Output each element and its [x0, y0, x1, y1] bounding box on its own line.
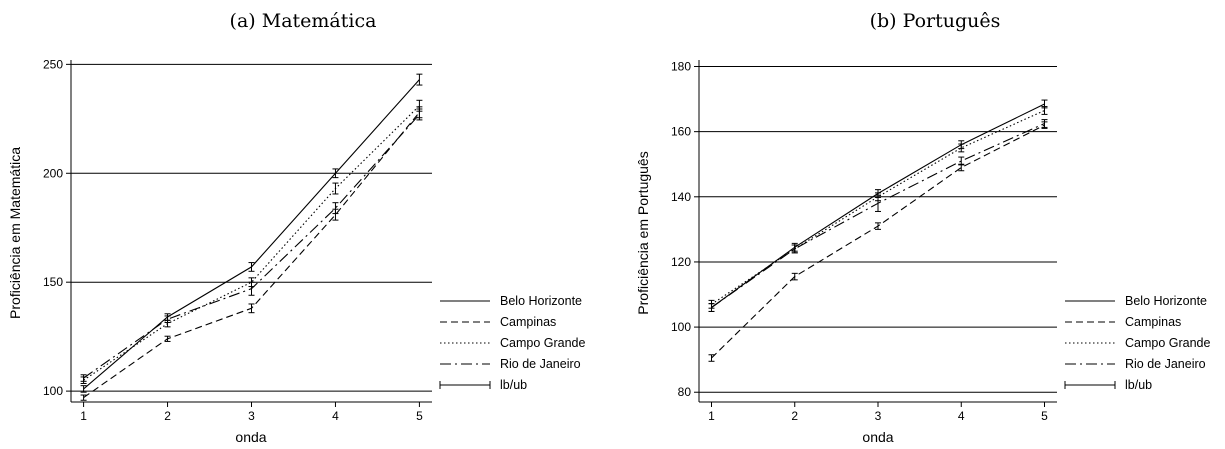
x-tick-label: 1 [708, 409, 715, 423]
x-tick-label: 4 [332, 409, 339, 423]
legend-label: Campo Grande [500, 336, 586, 350]
legend-label: Belo Horizonte [500, 294, 582, 308]
y-tick-label: 100 [43, 384, 63, 398]
legend-label: Campinas [1125, 315, 1181, 329]
legend-label: Rio de Janeiro [500, 357, 581, 371]
series-line [711, 109, 1045, 305]
chart-panel-portugues: (b) Português onda Proficiência em Portu… [635, 10, 1211, 445]
y-tick-label: 160 [671, 125, 691, 139]
y-tick-label: 200 [43, 166, 63, 180]
series-line [711, 124, 1045, 359]
legend-label: Rio de Janeiro [1125, 357, 1206, 371]
legend-label: Campo Grande [1125, 336, 1211, 350]
legend: Belo Horizonte Campinas Campo Grande Rio de… [439, 294, 586, 392]
x-tick-label: 3 [875, 409, 882, 423]
legend-label: Belo Horizonte [1125, 294, 1207, 308]
y-tick-label: 100 [671, 320, 691, 334]
x-tick-label: 5 [1041, 409, 1048, 423]
legend: Belo Horizonte Campinas Campo Grande Rio de… [1064, 294, 1211, 392]
chart-title: (b) Português [870, 10, 1001, 32]
y-tick-label: 120 [671, 255, 691, 269]
y-tick-label: 180 [671, 60, 691, 74]
x-tick-label: 2 [164, 409, 171, 423]
legend-label: lb/ub [500, 378, 527, 392]
x-tick-label: 4 [958, 409, 965, 423]
chart-title: (a) Matemática [230, 10, 377, 32]
series-line [83, 105, 420, 381]
series-line [83, 79, 420, 390]
x-axis-label: onda [862, 429, 893, 445]
y-tick-label: 150 [43, 275, 63, 289]
y-tick-label: 250 [43, 57, 63, 71]
x-tick-label: 3 [248, 409, 255, 423]
y-tick-label: 80 [678, 385, 692, 399]
series-line [83, 114, 420, 379]
y-tick-label: 140 [671, 190, 691, 204]
chart-panel-matematica: (a) Matemática onda Proficiência em Mate… [7, 10, 586, 445]
x-tick-label: 5 [416, 409, 423, 423]
x-axis-label: onda [235, 429, 266, 445]
x-tick-label: 1 [80, 409, 87, 423]
x-tick-label: 2 [791, 409, 798, 423]
y-axis-label: Proficiência em Matemática [7, 147, 23, 319]
legend-label: lb/ub [1125, 378, 1152, 392]
legend-label: Campinas [500, 315, 556, 329]
y-axis-label: Proficiência em Português [635, 151, 651, 314]
